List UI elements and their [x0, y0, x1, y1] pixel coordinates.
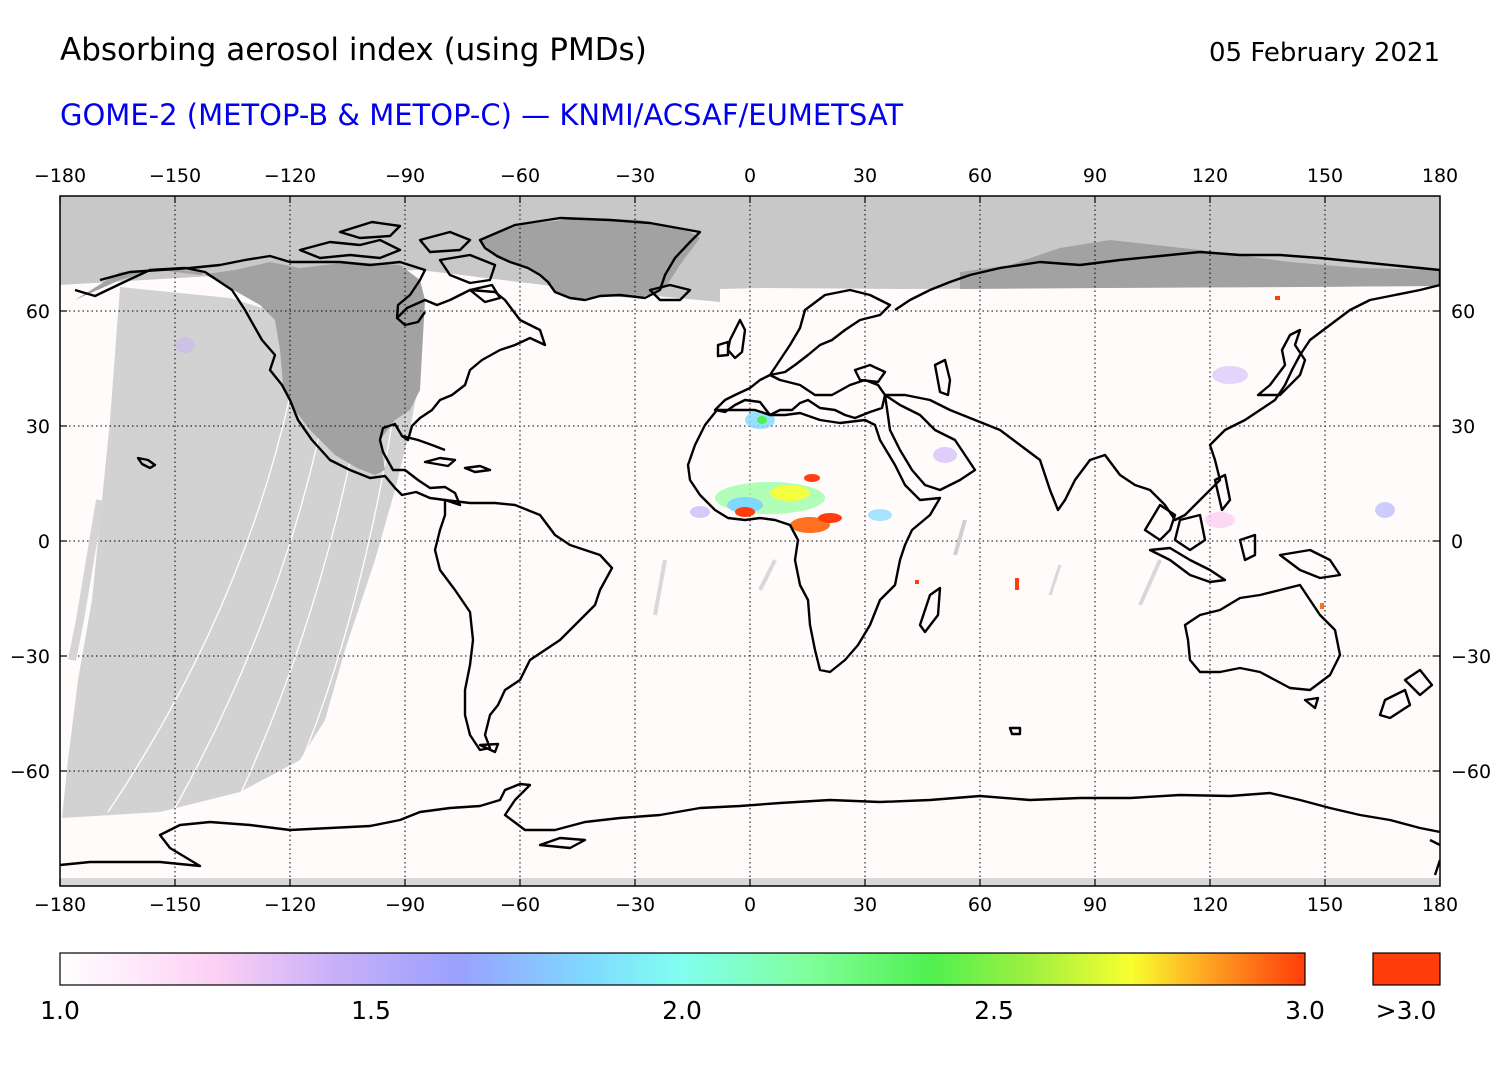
lon-tick-label: 150: [1307, 165, 1343, 187]
lat-tick-label: 60: [1451, 301, 1475, 323]
lat-tick-label: −30: [1451, 646, 1491, 668]
lon-tick-label: 120: [1192, 165, 1228, 187]
colorbar-label: 2.5: [974, 996, 1014, 1025]
north-america-masked: [75, 262, 425, 475]
map-area: [60, 196, 1440, 886]
lon-tick-label: −30: [615, 894, 655, 916]
coast-africa: [686, 408, 942, 674]
lat-ticks-left: 60 30 0 −30 −60: [10, 301, 50, 783]
colorbar-overflow-label: >3.0: [1376, 996, 1437, 1025]
lon-tick-label: 90: [1083, 894, 1107, 916]
lat-tick-label: −30: [10, 646, 50, 668]
colorbar-label: 3.0: [1285, 996, 1325, 1025]
coast-north-america: [74, 254, 547, 507]
lon-tick-label: 90: [1083, 165, 1107, 187]
lon-ticks-bottom: −180 −150 −120 −90 −60 −30 0 30 60 90 12…: [34, 894, 1458, 916]
lon-tick-label: 0: [744, 165, 756, 187]
tick-marks: [59, 196, 1440, 886]
lon-tick-label: −150: [149, 894, 201, 916]
map-subtitle: GOME-2 (METOP-B & METOP-C) — KNMI/ACSAF/…: [60, 98, 904, 132]
lon-tick-label: −150: [149, 165, 201, 187]
lon-tick-label: 150: [1307, 894, 1343, 916]
lon-tick-label: 30: [853, 165, 877, 187]
coast-europe: [713, 373, 887, 420]
aerosol-signal: [68, 296, 1395, 661]
lon-tick-label: 180: [1422, 894, 1458, 916]
lat-ticks-right: 60 30 0 −30 −60: [1451, 301, 1491, 783]
lon-tick-label: −120: [264, 894, 316, 916]
lat-tick-label: −60: [1451, 761, 1491, 783]
colorbar-overflow-box: [1372, 952, 1441, 986]
map-title: Absorbing aerosol index (using PMDs): [60, 32, 647, 68]
lon-tick-label: −60: [500, 894, 540, 916]
lon-tick-label: −60: [500, 165, 540, 187]
lon-tick-label: −180: [34, 165, 86, 187]
lat-tick-label: 30: [1451, 416, 1475, 438]
colorbar-gradient-bar: [59, 952, 1306, 986]
lon-tick-label: 180: [1422, 165, 1458, 187]
coast-australia: [1183, 583, 1342, 692]
colorbar-label: 1.5: [351, 996, 391, 1025]
coast-south-america: [433, 498, 614, 752]
coast-antarctica: [60, 782, 1440, 868]
coast-asia: [885, 250, 1440, 522]
lon-tick-label: −30: [615, 165, 655, 187]
coastlines: [60, 216, 1440, 876]
lon-tick-label: 60: [968, 165, 992, 187]
lon-tick-label: 0: [744, 894, 756, 916]
lon-tick-label: −180: [34, 894, 86, 916]
lon-tick-label: 30: [853, 894, 877, 916]
colorbar-label: 1.0: [40, 996, 80, 1025]
lat-tick-label: −60: [10, 761, 50, 783]
greenland-masked: [480, 218, 700, 300]
colorbar-label: 2.0: [662, 996, 702, 1025]
lon-tick-label: 120: [1192, 894, 1228, 916]
lon-ticks-top: −180 −150 −120 −90 −60 −30 0 30 60 90 12…: [34, 165, 1458, 187]
coast-greenland: [478, 216, 702, 302]
lon-tick-label: −90: [385, 894, 425, 916]
map-date: 05 February 2021: [1209, 38, 1440, 68]
colorbar: 1.0 1.5 2.0 2.5 3.0 >3.0: [40, 952, 1441, 1025]
lat-tick-label: 0: [1451, 531, 1463, 553]
lon-tick-label: 60: [968, 894, 992, 916]
lat-tick-label: 60: [26, 301, 50, 323]
lon-tick-label: −120: [264, 165, 316, 187]
arctic-russia-masked: [960, 240, 1440, 289]
lat-tick-label: 30: [26, 416, 50, 438]
lon-tick-label: −90: [385, 165, 425, 187]
lat-tick-label: 0: [38, 531, 50, 553]
